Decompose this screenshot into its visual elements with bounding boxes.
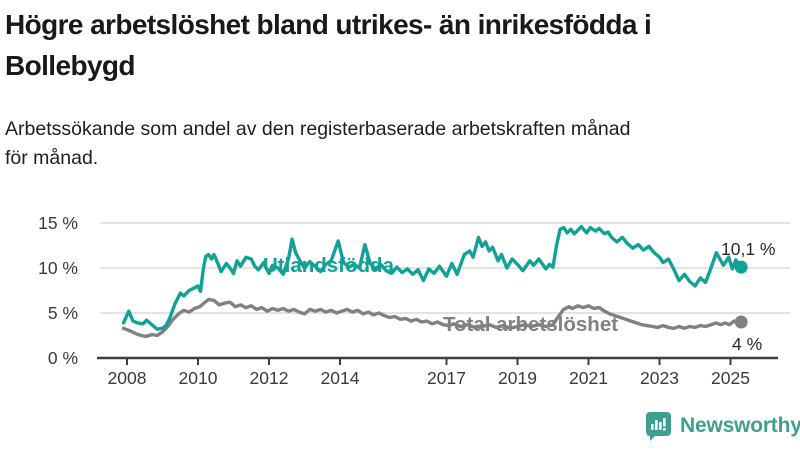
total-unemployment-line (121, 297, 743, 339)
x-axis-tick-label: 2014 (321, 368, 360, 388)
foreign-born-label: Utlandsfödda (263, 254, 395, 277)
total-unemployment-end-dot (734, 315, 748, 329)
x-axis-tick-label: 2017 (427, 368, 466, 388)
foreign-born-end-dot (734, 260, 748, 274)
x-axis-tick-label: 2012 (250, 368, 289, 388)
subtitle-line-1: Arbetssökande som andel av den registerb… (5, 118, 631, 140)
x-axis-tick-label: 2025 (711, 368, 750, 388)
y-axis-tick-label: 15 % (38, 213, 78, 233)
newsworthy-wordmark: Newsworthy (680, 414, 800, 437)
x-axis-tick-label: 2021 (569, 368, 608, 388)
x-axis-tick-label: 2008 (108, 368, 147, 388)
title-line-2: Bollebygd (5, 50, 136, 81)
chart-subtitle: Arbetssökande som andel av den registerb… (5, 115, 795, 173)
x-axis-tick-label: 2023 (640, 368, 679, 388)
newsworthy-logo[interactable]: Newsworthy (645, 411, 800, 441)
subtitle-line-2: för månad. (5, 147, 99, 169)
newsworthy-bar-chart-icon (646, 412, 671, 441)
x-axis-tick-label: 2019 (498, 368, 537, 388)
total-unemployment-end-value: 4 % (732, 334, 762, 354)
foreign-born-line (121, 224, 743, 331)
total-unemployment-label: Total arbetslöshet (443, 313, 618, 336)
foreign-born-end-value: 10,1 % (721, 239, 775, 259)
y-axis-tick-label: 5 % (48, 303, 78, 323)
y-axis-tick-label: 10 % (38, 258, 78, 278)
title-line-1: Högre arbetslöshet bland utrikes- än inr… (5, 9, 652, 40)
x-axis-tick-label: 2010 (179, 368, 218, 388)
y-axis-tick-label: 0 % (48, 348, 78, 368)
page-title: Högre arbetslöshet bland utrikes- än inr… (5, 4, 800, 86)
